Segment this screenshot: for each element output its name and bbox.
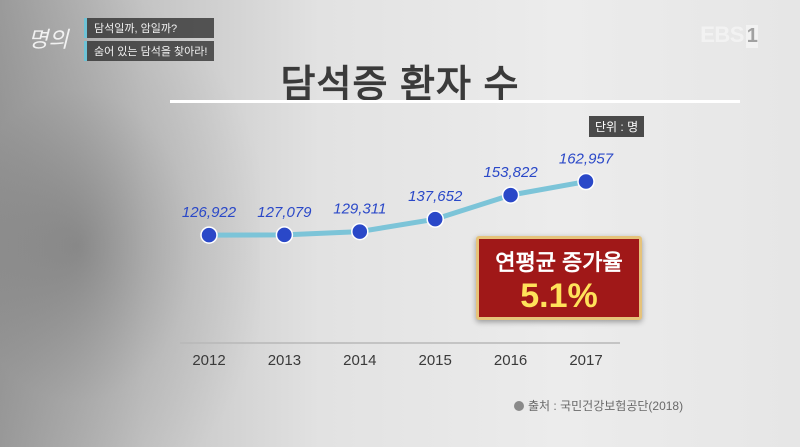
- data-label: 127,079: [257, 204, 312, 221]
- data-point: [200, 226, 218, 244]
- program-logo: 명의: [28, 28, 69, 53]
- chart-title: 담석증 환자 수: [280, 64, 520, 106]
- source-text: 출처 : 국민건강보험공단(2018): [528, 399, 684, 413]
- growth-rate-callout: 연평균 증가율 5.1%: [476, 236, 642, 320]
- episode-caption: 담석일까, 암일까? 숨어 있는 담석을 찾아라!: [84, 18, 215, 64]
- data-label: 153,822: [483, 164, 538, 181]
- data-point: [501, 186, 520, 204]
- data-point: [275, 226, 294, 244]
- x-tick-label: 2016: [494, 352, 527, 369]
- episode-title-line-1: 담석일까, 암일까?: [84, 18, 215, 38]
- broadcast-header: 명의 담석일까, 암일까? 숨어 있는 담석을 찾아라! EBS 1: [0, 0, 800, 70]
- x-tick-label: 2015: [419, 352, 452, 369]
- series-line: [206, 179, 589, 238]
- background-illustration: [0, 0, 260, 447]
- data-label: 126,922: [182, 204, 237, 221]
- episode-title-line-2: 숨어 있는 담석을 찾아라!: [84, 41, 215, 61]
- channel-number: 1: [746, 25, 758, 48]
- source-bullet-icon: [514, 401, 524, 411]
- x-tick-label: 2017: [569, 352, 602, 369]
- data-label: 137,652: [408, 188, 463, 205]
- x-tick-label: 2014: [343, 352, 376, 369]
- source-note: 출처 : 국민건강보험공단(2018): [514, 397, 683, 414]
- unit-badge: 단위 : 명: [589, 116, 645, 137]
- channel-logo: EBS 1: [700, 22, 758, 48]
- x-tick-label: 2013: [268, 352, 301, 369]
- growth-rate-value: 5.1%: [520, 277, 598, 315]
- data-label: 162,957: [559, 151, 614, 168]
- title-divider: [170, 100, 740, 103]
- data-label: 129,311: [333, 201, 386, 218]
- channel-name: EBS: [700, 22, 744, 47]
- data-point: [351, 222, 369, 241]
- data-point: [426, 210, 444, 228]
- data-point: [577, 172, 595, 191]
- growth-rate-label: 연평균 증가율: [495, 250, 623, 275]
- x-tick-label: 2012: [192, 352, 225, 369]
